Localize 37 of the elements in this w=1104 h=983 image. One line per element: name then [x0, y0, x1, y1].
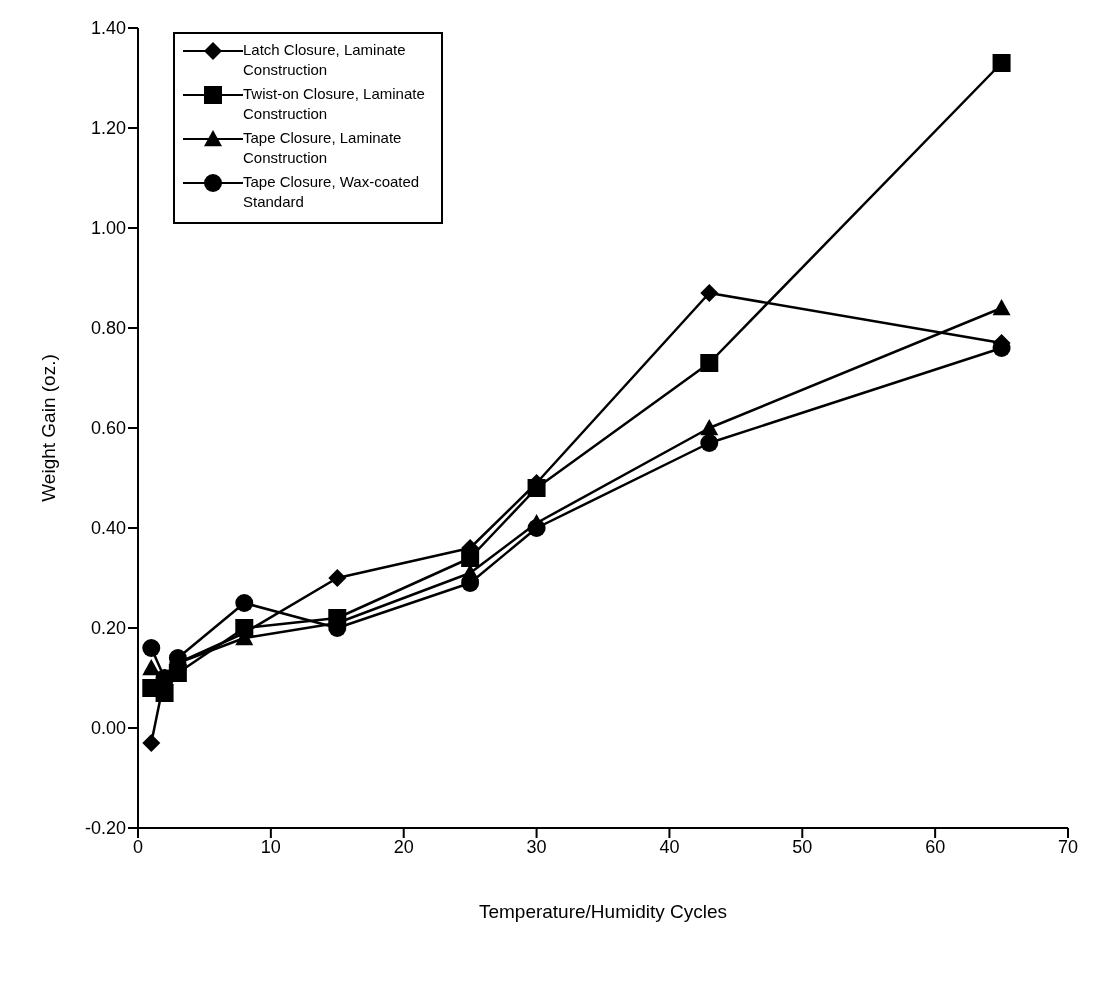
- y-tick-label: 1.20: [90, 118, 126, 139]
- point: [461, 549, 480, 567]
- point: [992, 54, 1011, 72]
- y-tick-label: 0.80: [90, 318, 126, 339]
- y-tick-label: -0.20: [84, 818, 126, 839]
- y-tick-label: 0.40: [90, 518, 126, 539]
- point: [700, 354, 719, 372]
- legend-label: Tape Closure, Wax-coated Standard: [243, 172, 421, 212]
- point: [527, 479, 546, 497]
- x-tick-label: 40: [659, 836, 680, 857]
- y-tick-label: 1.00: [90, 218, 126, 239]
- x-tick-label: 50: [792, 836, 813, 857]
- x-tick-label: 10: [260, 836, 281, 857]
- x-tick-label: 70: [1057, 836, 1079, 857]
- y-tick-label: 0.20: [90, 618, 126, 639]
- y-tick-label: 0.00: [90, 718, 126, 739]
- x-tick-label: 60: [925, 836, 946, 857]
- point: [328, 569, 347, 587]
- point: [700, 419, 719, 436]
- point: [142, 659, 161, 676]
- point: [992, 299, 1011, 316]
- y-tick-label: 0.60: [90, 418, 126, 439]
- point: [142, 734, 161, 752]
- y-axis-title: Weight Gain (oz.): [37, 354, 59, 502]
- point: [700, 284, 719, 302]
- x-tick-label: 30: [526, 836, 547, 857]
- legend-label: Twist-on Closure, Laminate Construction: [243, 84, 426, 124]
- x-tick-label: 20: [393, 836, 414, 857]
- y-tick-label: 1.40: [90, 18, 126, 39]
- point: [235, 594, 254, 612]
- point: [142, 639, 161, 657]
- legend-label: Tape Closure, Laminate Construction: [243, 128, 403, 168]
- x-tick-label: 0: [132, 836, 144, 857]
- x-axis-title: Temperature/Humidity Cycles: [478, 901, 728, 922]
- point: [527, 519, 546, 537]
- legend-label: Latch Closure, Laminate Construction: [243, 40, 407, 80]
- point: [700, 434, 719, 452]
